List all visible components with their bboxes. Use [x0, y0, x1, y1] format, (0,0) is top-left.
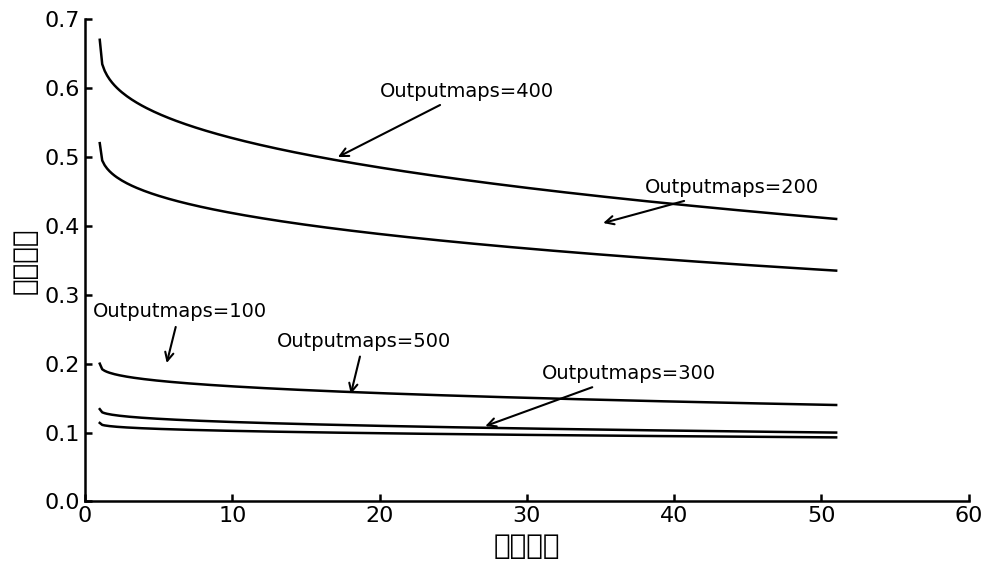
X-axis label: 迭代次数: 迭代次数 — [494, 532, 560, 560]
Text: Outputmaps=300: Outputmaps=300 — [487, 364, 716, 427]
Text: Outputmaps=400: Outputmaps=400 — [340, 82, 554, 156]
Text: Outputmaps=100: Outputmaps=100 — [92, 303, 266, 361]
Text: Outputmaps=500: Outputmaps=500 — [276, 332, 450, 392]
Text: Outputmaps=200: Outputmaps=200 — [605, 179, 819, 224]
Y-axis label: 代价函数: 代价函数 — [11, 227, 39, 293]
